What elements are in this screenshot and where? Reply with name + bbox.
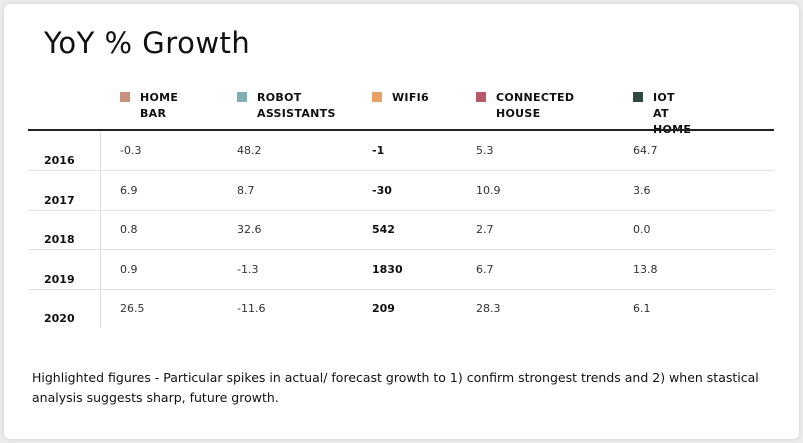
cell-connected-house: 5.3 <box>476 144 494 157</box>
cell-connected-house: 6.7 <box>476 262 494 276</box>
row-year-label: 2018 <box>44 233 75 246</box>
cell-robot-assistants: -1.3 <box>237 262 259 276</box>
cell-wifi6: 1830 <box>372 262 403 276</box>
cell-iot-at-home: 6.1 <box>633 302 651 315</box>
column-label-home-bar: HOME BAR <box>140 91 179 120</box>
legend-swatch-robot-assistants <box>237 92 247 102</box>
row-divider <box>28 249 774 250</box>
cell-wifi6: -1 <box>372 144 385 157</box>
column-header-connected-house: CONNECTED HOUSE <box>476 90 574 122</box>
column-label-connected-house: CONNECTED HOUSE <box>496 91 575 120</box>
cell-iot-at-home: 13.8 <box>633 262 658 276</box>
row-year-label: 2016 <box>44 154 75 167</box>
table-row: 2017 6.9 8.7 -30 10.9 3.6 <box>28 172 774 211</box>
cell-iot-at-home: 3.6 <box>633 183 651 197</box>
cell-iot-at-home: 64.7 <box>633 144 658 157</box>
legend-swatch-home-bar <box>120 92 130 102</box>
year-column-divider <box>100 131 101 328</box>
cell-robot-assistants: -11.6 <box>237 302 266 315</box>
row-divider <box>28 209 774 211</box>
table-row: 2019 0.9 -1.3 1830 6.7 13.8 <box>28 251 774 290</box>
cell-robot-assistants: 48.2 <box>237 144 262 157</box>
cell-iot-at-home: 0.0 <box>633 223 651 236</box>
cell-connected-house: 28.3 <box>476 302 501 315</box>
cell-wifi6: -30 <box>372 183 392 197</box>
column-label-wifi6: WIFI6 <box>392 91 429 104</box>
row-year-label: 2020 <box>44 312 75 325</box>
cell-robot-assistants: 32.6 <box>237 223 262 236</box>
row-year-label: 2017 <box>44 193 75 207</box>
footnote: Highlighted figures - Particular spikes … <box>32 370 759 405</box>
row-divider <box>28 170 774 171</box>
column-label-robot-assistants: ROBOT ASSISTANTS <box>257 91 336 120</box>
table-card: YoY % Growth HOME BAR ROBOT ASSISTANTS WIF… <box>4 4 799 439</box>
cell-home-bar: 6.9 <box>120 183 138 197</box>
header-divider <box>28 129 774 131</box>
table-row: 2020 26.5 -11.6 209 28.3 6.1 <box>28 290 774 329</box>
table-row: 2016 -0.3 48.2 -1 5.3 64.7 <box>28 132 774 171</box>
chart-title: YoY % Growth <box>44 26 251 60</box>
cell-wifi6: 209 <box>372 302 395 315</box>
cell-home-bar: 0.8 <box>120 223 138 236</box>
cell-connected-house: 10.9 <box>476 183 501 197</box>
cell-robot-assistants: 8.7 <box>237 183 255 197</box>
cell-home-bar: -0.3 <box>120 144 142 157</box>
row-divider <box>28 288 774 290</box>
column-header-home-bar: HOME BAR <box>120 90 178 122</box>
legend-swatch-iot-at-home <box>633 92 643 102</box>
legend-swatch-wifi6 <box>372 92 382 102</box>
column-header-robot-assistants: ROBOT ASSISTANTS <box>237 90 336 122</box>
legend-swatch-connected-house <box>476 92 486 102</box>
cell-connected-house: 2.7 <box>476 223 494 236</box>
cell-wifi6: 542 <box>372 223 395 236</box>
table-row: 2018 0.8 32.6 542 2.7 0.0 <box>28 211 774 250</box>
cell-home-bar: 26.5 <box>120 302 145 315</box>
cell-home-bar: 0.9 <box>120 262 138 276</box>
row-year-label: 2019 <box>44 272 75 286</box>
column-header-wifi6: WIFI6 <box>372 90 429 106</box>
